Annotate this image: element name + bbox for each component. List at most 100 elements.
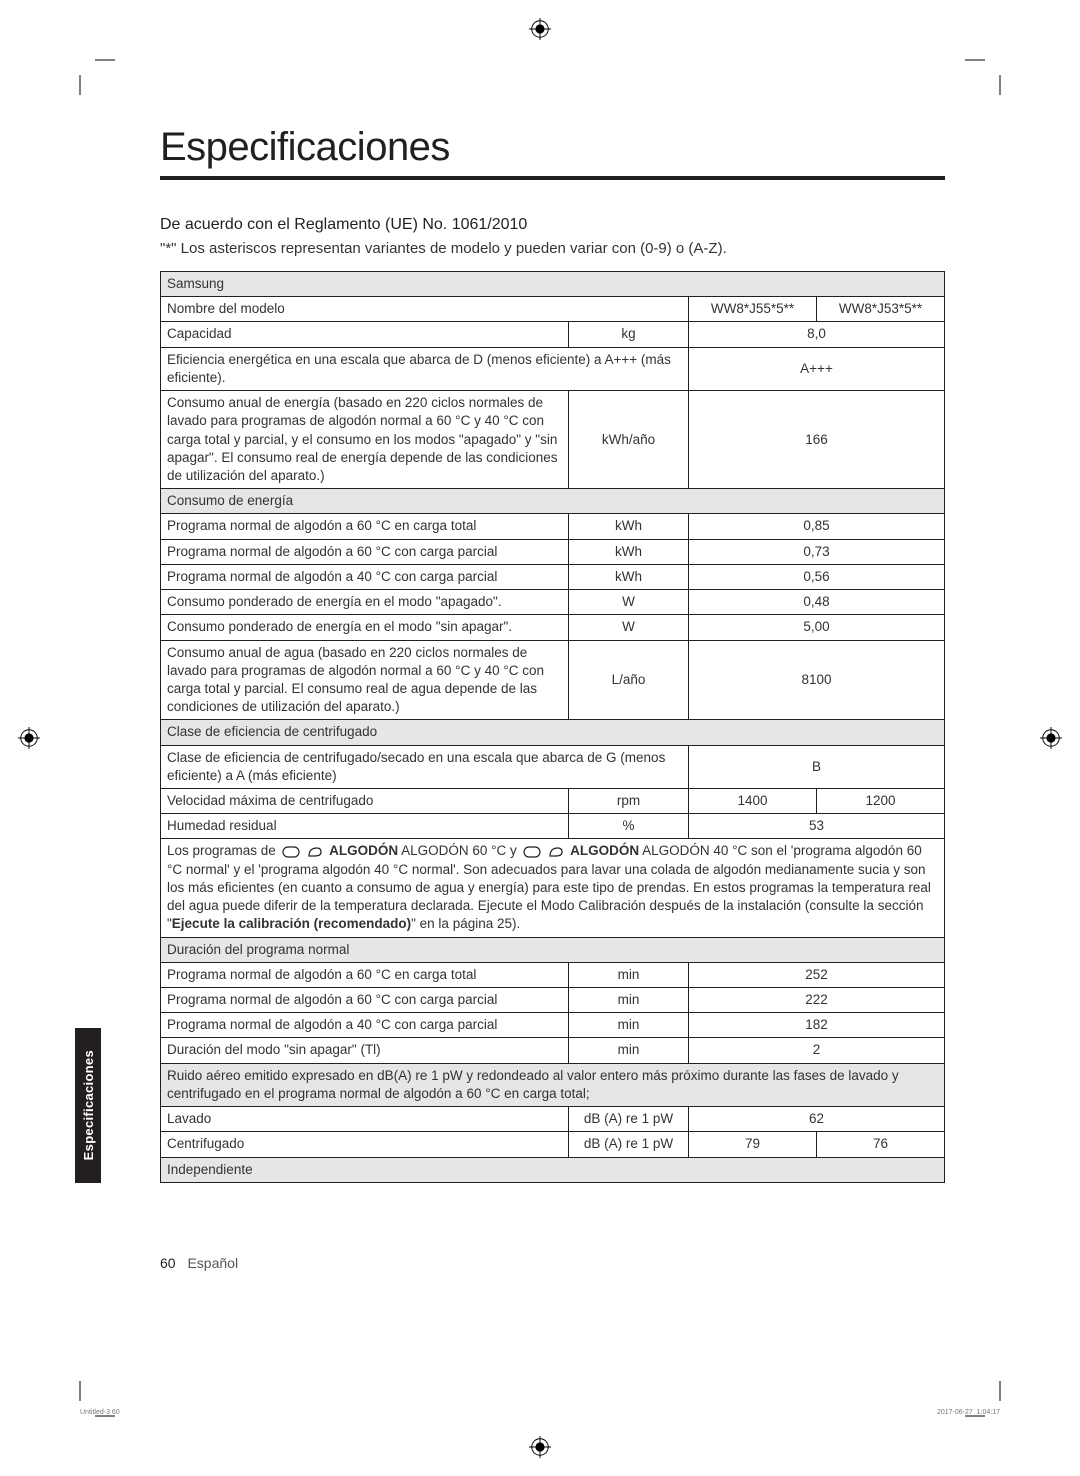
crop-mark-icon xyxy=(60,40,115,95)
row-unit: min xyxy=(569,962,689,987)
humidity-label: Humedad residual xyxy=(161,814,569,839)
model-label: Nombre del modelo xyxy=(161,297,689,322)
noise-header: Ruido aéreo emitido expresado en dB(A) r… xyxy=(161,1063,945,1106)
row-value: 2 xyxy=(689,1038,945,1063)
row-unit: min xyxy=(569,988,689,1013)
eco-icon xyxy=(307,846,323,858)
algodon-60: ALGODÓN xyxy=(329,843,398,858)
section-tab-label: Especificaciones xyxy=(81,1050,96,1160)
humidity-value: 53 xyxy=(689,814,945,839)
programs-note: Los programas de ALGODÓN ALGODÓN 60 °C y… xyxy=(161,839,945,937)
row-unit: min xyxy=(569,1013,689,1038)
page-number: 60 xyxy=(160,1255,176,1271)
row-value: 252 xyxy=(689,962,945,987)
programs-note-a: ALGODÓN 60 °C y xyxy=(401,843,520,858)
capacity-unit: kg xyxy=(569,322,689,347)
row-value: 182 xyxy=(689,1013,945,1038)
annual-water-label: Consumo anual de agua (basado en 220 cic… xyxy=(161,640,569,720)
registration-mark-icon xyxy=(1040,727,1062,749)
spin-class-value: B xyxy=(689,745,945,788)
row-value: 0,73 xyxy=(689,539,945,564)
spec-table: Samsung Nombre del modelo WW8*J55*5** WW… xyxy=(160,271,945,1183)
row-value: 0,85 xyxy=(689,514,945,539)
max-spin-b: 1200 xyxy=(817,789,945,814)
row-label: Consumo ponderado de energía en el modo … xyxy=(161,615,569,640)
annual-energy-unit: kWh/año xyxy=(569,391,689,489)
row-value: 0,48 xyxy=(689,590,945,615)
row-unit: W xyxy=(569,615,689,640)
print-meta-left: Untitled-3 60 xyxy=(80,1409,120,1416)
row-label: Programa normal de algodón a 40 °C con c… xyxy=(161,1013,569,1038)
row-value: 222 xyxy=(689,988,945,1013)
table-row: Programa normal de algodón a 60 °C con c… xyxy=(161,539,945,564)
spin-unit: dB (A) re 1 pW xyxy=(569,1132,689,1157)
row-unit: kWh xyxy=(569,564,689,589)
capacity-label: Capacidad xyxy=(161,322,569,347)
table-row: Programa normal de algodón a 40 °C con c… xyxy=(161,1013,945,1038)
section-tab: Especificaciones xyxy=(75,1028,101,1183)
wash-value: 62 xyxy=(689,1107,945,1132)
programs-note-pre: Los programas de xyxy=(167,843,280,858)
row-unit: min xyxy=(569,1038,689,1063)
registration-mark-icon xyxy=(529,1436,551,1458)
model-a: WW8*J55*5** xyxy=(689,297,817,322)
table-row: Programa normal de algodón a 60 °C en ca… xyxy=(161,514,945,539)
row-label: Programa normal de algodón a 60 °C con c… xyxy=(161,539,569,564)
independent-cell: Independiente xyxy=(161,1157,945,1182)
spin-label: Centrifugado xyxy=(161,1132,569,1157)
crop-mark-icon xyxy=(965,40,1020,95)
row-unit: W xyxy=(569,590,689,615)
spin-class-label: Clase de eficiencia de centrifugado/seca… xyxy=(161,745,689,788)
row-unit: kWh xyxy=(569,514,689,539)
washer-icon xyxy=(282,846,300,858)
brand-cell: Samsung xyxy=(161,272,945,297)
asterisk-note: "*" Los asteriscos representan variantes… xyxy=(160,240,945,257)
row-value: 5,00 xyxy=(689,615,945,640)
wash-unit: dB (A) re 1 pW xyxy=(569,1107,689,1132)
section-spin: Clase de eficiencia de centrifugado xyxy=(161,720,945,745)
energy-class-value: A+++ xyxy=(689,347,945,390)
table-row: Programa normal de algodón a 40 °C con c… xyxy=(161,564,945,589)
page-title: Especificaciones xyxy=(160,125,945,170)
max-spin-a: 1400 xyxy=(689,789,817,814)
footer-language: Español xyxy=(187,1255,238,1271)
model-b: WW8*J53*5** xyxy=(817,297,945,322)
regulation-subtitle: De acuerdo con el Reglamento (UE) No. 10… xyxy=(160,216,945,234)
table-row: Consumo ponderado de energía en el modo … xyxy=(161,590,945,615)
capacity-value: 8,0 xyxy=(689,322,945,347)
title-rule xyxy=(160,176,945,180)
table-row: Consumo ponderado de energía en el modo … xyxy=(161,615,945,640)
programs-note-end: " en la página 25). xyxy=(411,916,520,931)
table-row: Programa normal de algodón a 60 °C con c… xyxy=(161,988,945,1013)
washer-icon xyxy=(523,846,541,858)
wash-label: Lavado xyxy=(161,1107,569,1132)
row-label: Programa normal de algodón a 60 °C en ca… xyxy=(161,962,569,987)
row-label: Programa normal de algodón a 60 °C con c… xyxy=(161,988,569,1013)
annual-energy-label: Consumo anual de energía (basado en 220 … xyxy=(161,391,569,489)
table-row: Programa normal de algodón a 60 °C en ca… xyxy=(161,962,945,987)
max-spin-label: Velocidad máxima de centrifugado xyxy=(161,789,569,814)
page-content: Especificaciones De acuerdo con el Regla… xyxy=(160,125,945,1183)
energy-class-label: Eficiencia energética en una escala que … xyxy=(161,347,689,390)
annual-energy-value: 166 xyxy=(689,391,945,489)
annual-water-unit: L/año xyxy=(569,640,689,720)
row-label: Consumo ponderado de energía en el modo … xyxy=(161,590,569,615)
spin-a: 79 xyxy=(689,1132,817,1157)
registration-mark-icon xyxy=(529,18,551,40)
max-spin-unit: rpm xyxy=(569,789,689,814)
section-duration: Duración del programa normal xyxy=(161,937,945,962)
programs-note-bold: Ejecute la calibración (recomendado) xyxy=(172,916,411,931)
row-label: Duración del modo "sin apagar" (Tl) xyxy=(161,1038,569,1063)
registration-mark-icon xyxy=(18,727,40,749)
print-meta-right: 2017-06-27 ᜼ 1:04:17 xyxy=(937,1408,1000,1416)
section-energy: Consumo de energía xyxy=(161,489,945,514)
row-label: Programa normal de algodón a 60 °C en ca… xyxy=(161,514,569,539)
humidity-unit: % xyxy=(569,814,689,839)
table-row: Duración del modo "sin apagar" (Tl) min … xyxy=(161,1038,945,1063)
row-value: 0,56 xyxy=(689,564,945,589)
annual-water-value: 8100 xyxy=(689,640,945,720)
eco-icon xyxy=(548,846,564,858)
algodon-40: ALGODÓN xyxy=(570,843,639,858)
page-footer: 60 Español xyxy=(160,1255,238,1271)
spin-b: 76 xyxy=(817,1132,945,1157)
